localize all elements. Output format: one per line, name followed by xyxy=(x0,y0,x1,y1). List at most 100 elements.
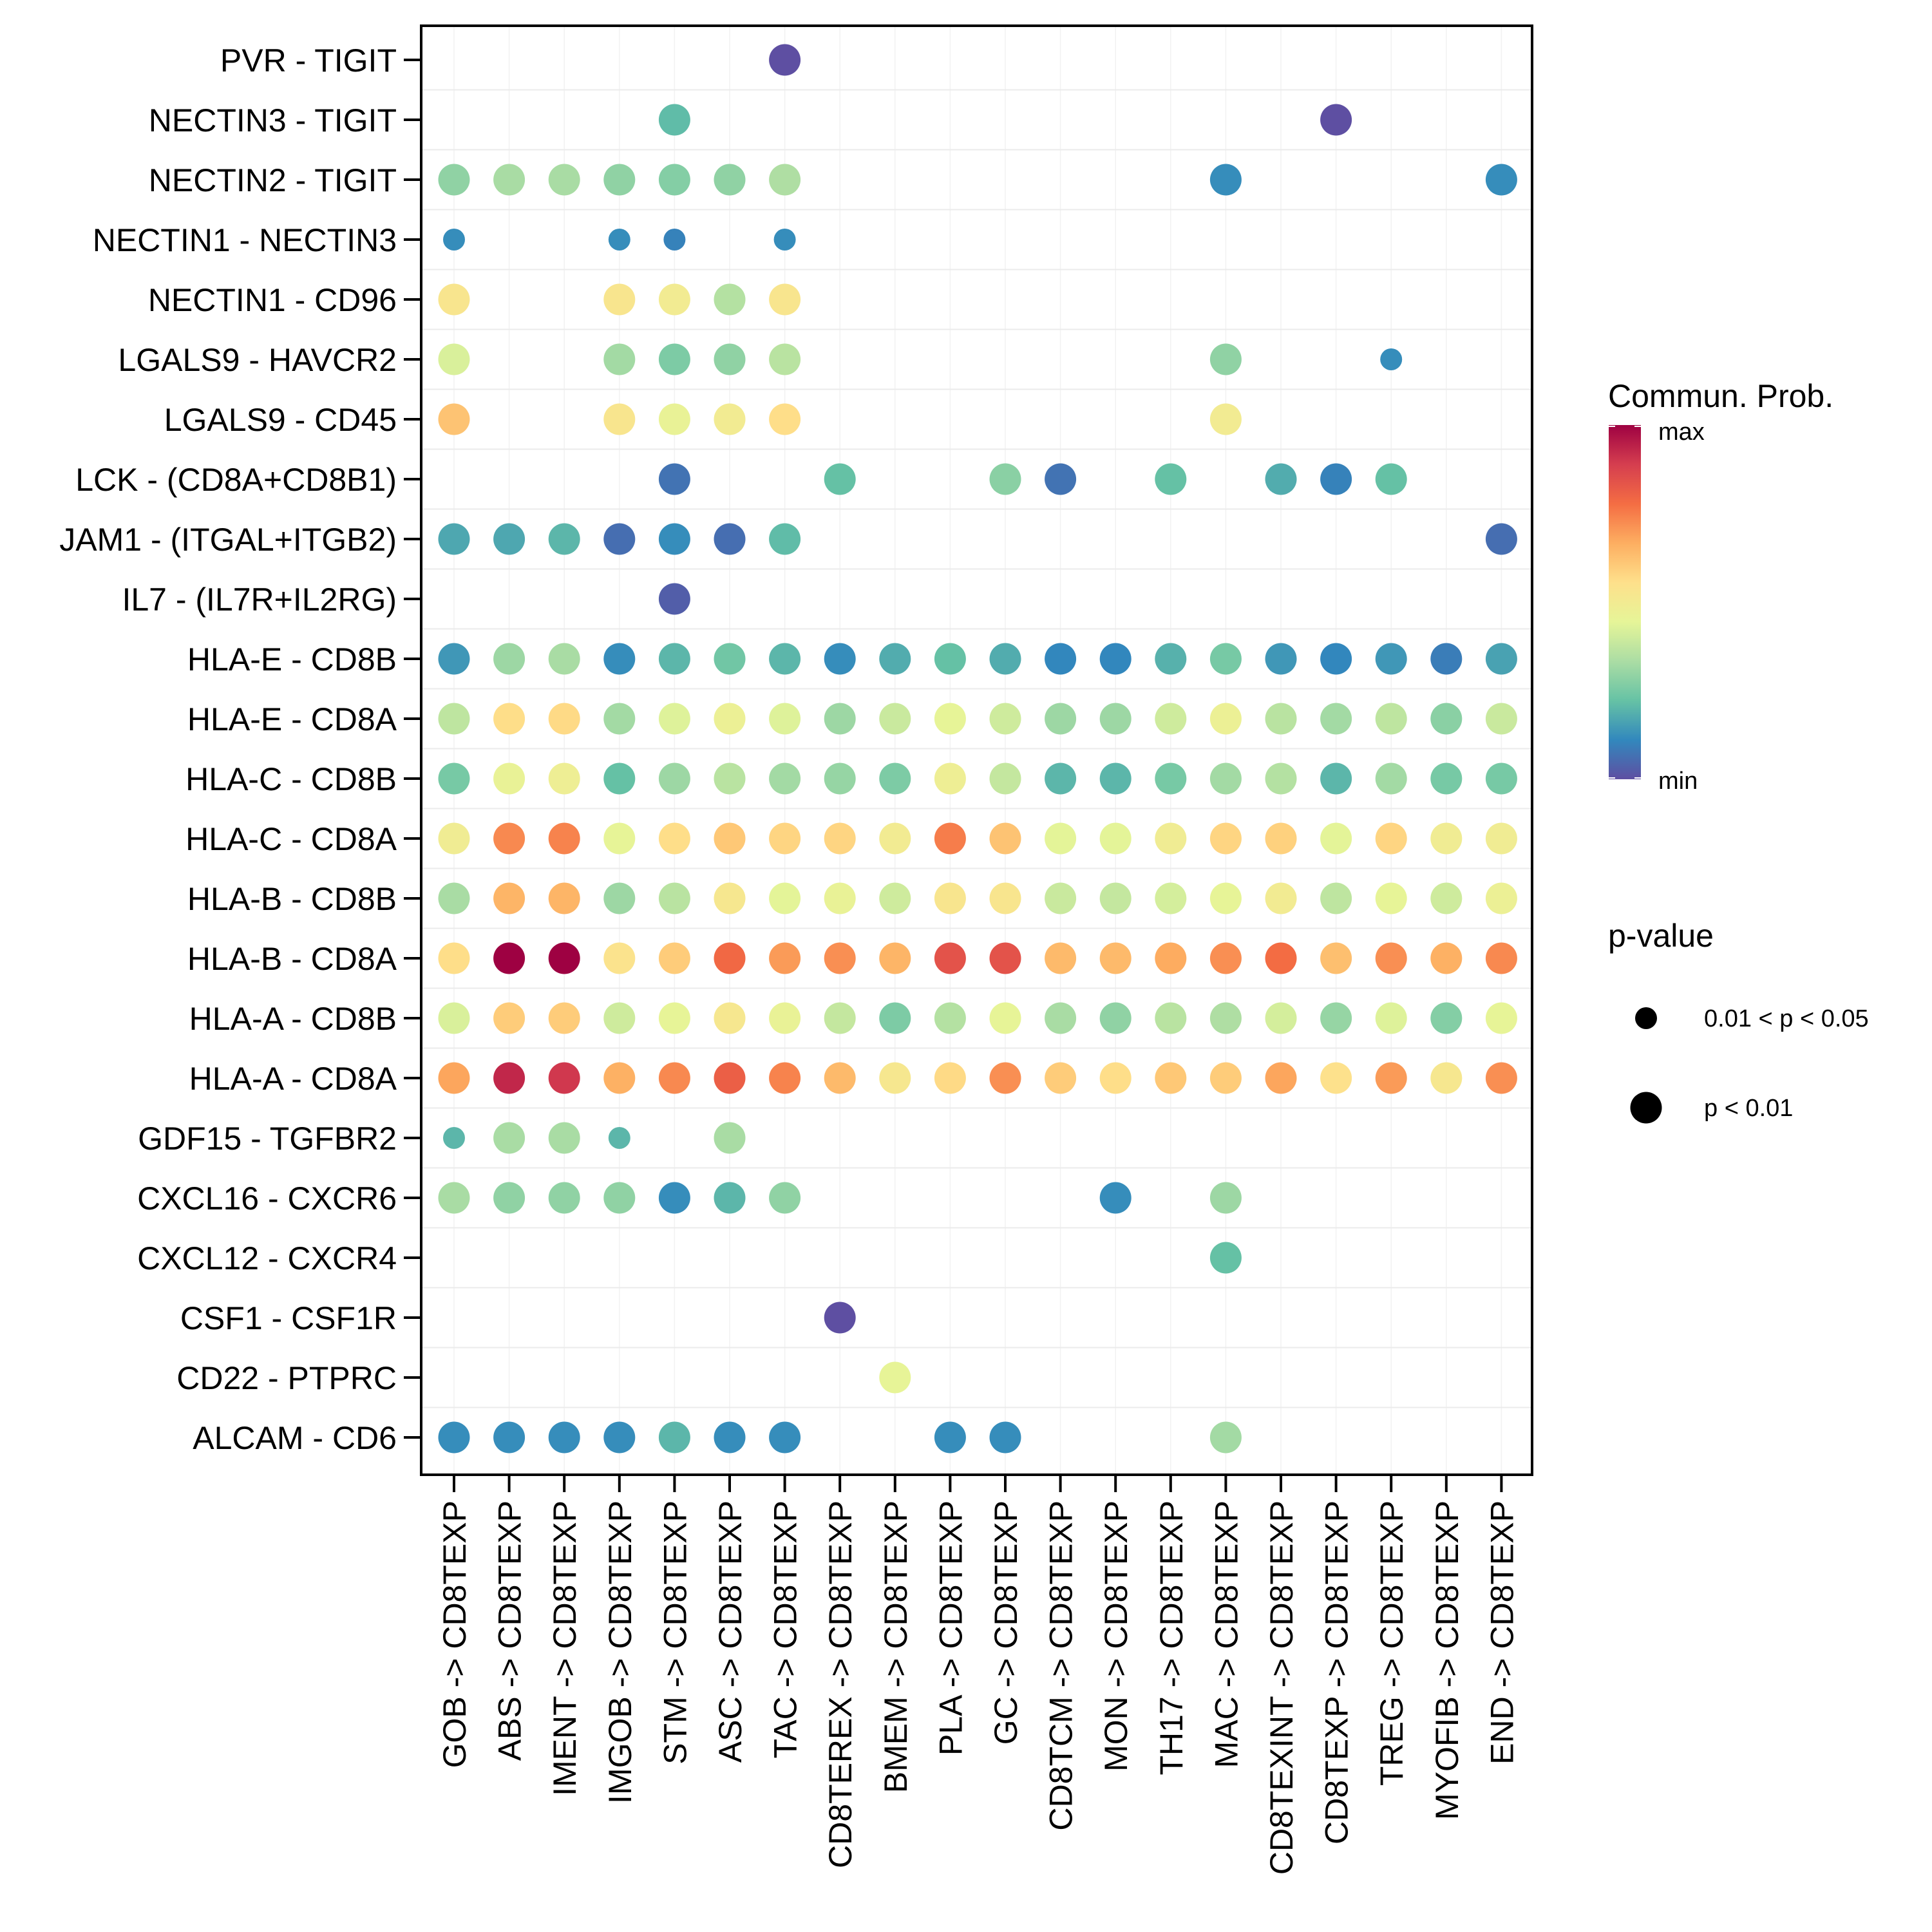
dot xyxy=(603,882,636,914)
dot xyxy=(1485,1002,1517,1034)
dot xyxy=(1155,942,1187,974)
dot xyxy=(769,1002,801,1034)
dot xyxy=(438,1002,470,1034)
dot xyxy=(1099,822,1132,855)
dot xyxy=(1320,1002,1352,1034)
dot xyxy=(493,1002,526,1034)
dot xyxy=(438,822,470,855)
dot xyxy=(1265,822,1297,855)
dot xyxy=(493,1182,526,1214)
dot xyxy=(548,762,580,795)
dot xyxy=(1155,882,1187,914)
dots-layer xyxy=(438,44,1517,1454)
dot xyxy=(603,1421,636,1454)
y-tick-label: LCK - (CD8A+CD8B1) xyxy=(75,462,397,498)
dot xyxy=(714,1182,746,1214)
dot xyxy=(934,643,966,675)
dot xyxy=(1375,822,1407,855)
dot xyxy=(1485,762,1517,795)
dot xyxy=(1485,703,1517,735)
y-tick-label: CXCL16 - CXCR6 xyxy=(137,1180,397,1217)
dot xyxy=(658,703,690,735)
dot xyxy=(769,822,801,855)
color-legend: Commun. Prob. max min xyxy=(1608,378,1833,795)
dot xyxy=(1375,1062,1407,1094)
x-tick-label: CD8TEREX -> CD8TEXP xyxy=(822,1501,858,1868)
dot xyxy=(1375,882,1407,914)
dot xyxy=(658,1062,690,1094)
y-tick-label: GDF15 - TGFBR2 xyxy=(138,1121,397,1157)
dot xyxy=(769,343,801,375)
dot xyxy=(879,1062,911,1094)
dot xyxy=(989,762,1021,795)
dot xyxy=(1265,942,1297,974)
dot xyxy=(603,703,636,735)
dot xyxy=(548,822,580,855)
dot xyxy=(658,882,690,914)
dot xyxy=(1155,463,1187,495)
dot xyxy=(1320,762,1352,795)
dot xyxy=(658,822,690,855)
dot xyxy=(438,1062,470,1094)
x-tick-label: MAC -> CD8TEXP xyxy=(1208,1501,1244,1768)
dot xyxy=(1375,463,1407,495)
dot xyxy=(1430,1062,1463,1094)
x-tick-label: MON -> CD8TEXP xyxy=(1098,1501,1134,1772)
dot xyxy=(769,942,801,974)
x-tick-label: STM -> CD8TEXP xyxy=(657,1501,693,1765)
y-tick-label: CD22 - PTPRC xyxy=(176,1360,397,1396)
dot xyxy=(934,703,966,735)
dot xyxy=(438,283,470,316)
dot xyxy=(879,762,911,795)
dot xyxy=(548,643,580,675)
dot xyxy=(1209,164,1242,196)
dot xyxy=(1320,463,1352,495)
x-tick-label: IMENT -> CD8TEXP xyxy=(547,1501,583,1796)
dot xyxy=(1320,822,1352,855)
dot xyxy=(714,164,746,196)
dot xyxy=(603,762,636,795)
dot xyxy=(658,1002,690,1034)
dot xyxy=(548,703,580,735)
dot xyxy=(989,1421,1021,1454)
dot xyxy=(1430,942,1463,974)
dot xyxy=(1375,703,1407,735)
colorbar-max-label: max xyxy=(1658,419,1705,446)
dot xyxy=(658,583,690,615)
dot xyxy=(443,229,465,251)
color-legend-title: Commun. Prob. xyxy=(1608,378,1833,414)
dot xyxy=(1320,104,1352,136)
colorbar-min-label: min xyxy=(1658,768,1698,795)
dot xyxy=(1320,942,1352,974)
dot xyxy=(603,1062,636,1094)
dot xyxy=(1209,1002,1242,1034)
size-legend-key-small xyxy=(1635,1007,1657,1029)
dot xyxy=(934,762,966,795)
dot xyxy=(1155,1002,1187,1034)
y-tick-label: HLA-E - CD8B xyxy=(187,641,397,677)
dot xyxy=(934,1062,966,1094)
dot xyxy=(824,822,856,855)
dot xyxy=(603,1002,636,1034)
dot xyxy=(1099,1182,1132,1214)
dot xyxy=(824,882,856,914)
dot xyxy=(714,942,746,974)
dot xyxy=(824,1002,856,1034)
dot xyxy=(493,164,526,196)
dot xyxy=(1265,703,1297,735)
dot xyxy=(438,343,470,375)
dot xyxy=(934,1002,966,1034)
y-tick-label: HLA-C - CD8B xyxy=(185,761,397,797)
dot xyxy=(879,703,911,735)
plot-panel-border xyxy=(420,24,1533,1476)
dot xyxy=(769,643,801,675)
dot xyxy=(493,703,526,735)
size-legend-title: p-value xyxy=(1608,918,1714,954)
x-tick-label: CD8TEXINT -> CD8TEXP xyxy=(1264,1501,1300,1875)
dot xyxy=(1045,643,1077,675)
dot xyxy=(989,703,1021,735)
dot xyxy=(438,1421,470,1454)
y-axis: PVR - TIGIT NECTIN3 - TIGIT NECTIN2 - TIGI… xyxy=(59,43,421,1456)
dot xyxy=(493,762,526,795)
